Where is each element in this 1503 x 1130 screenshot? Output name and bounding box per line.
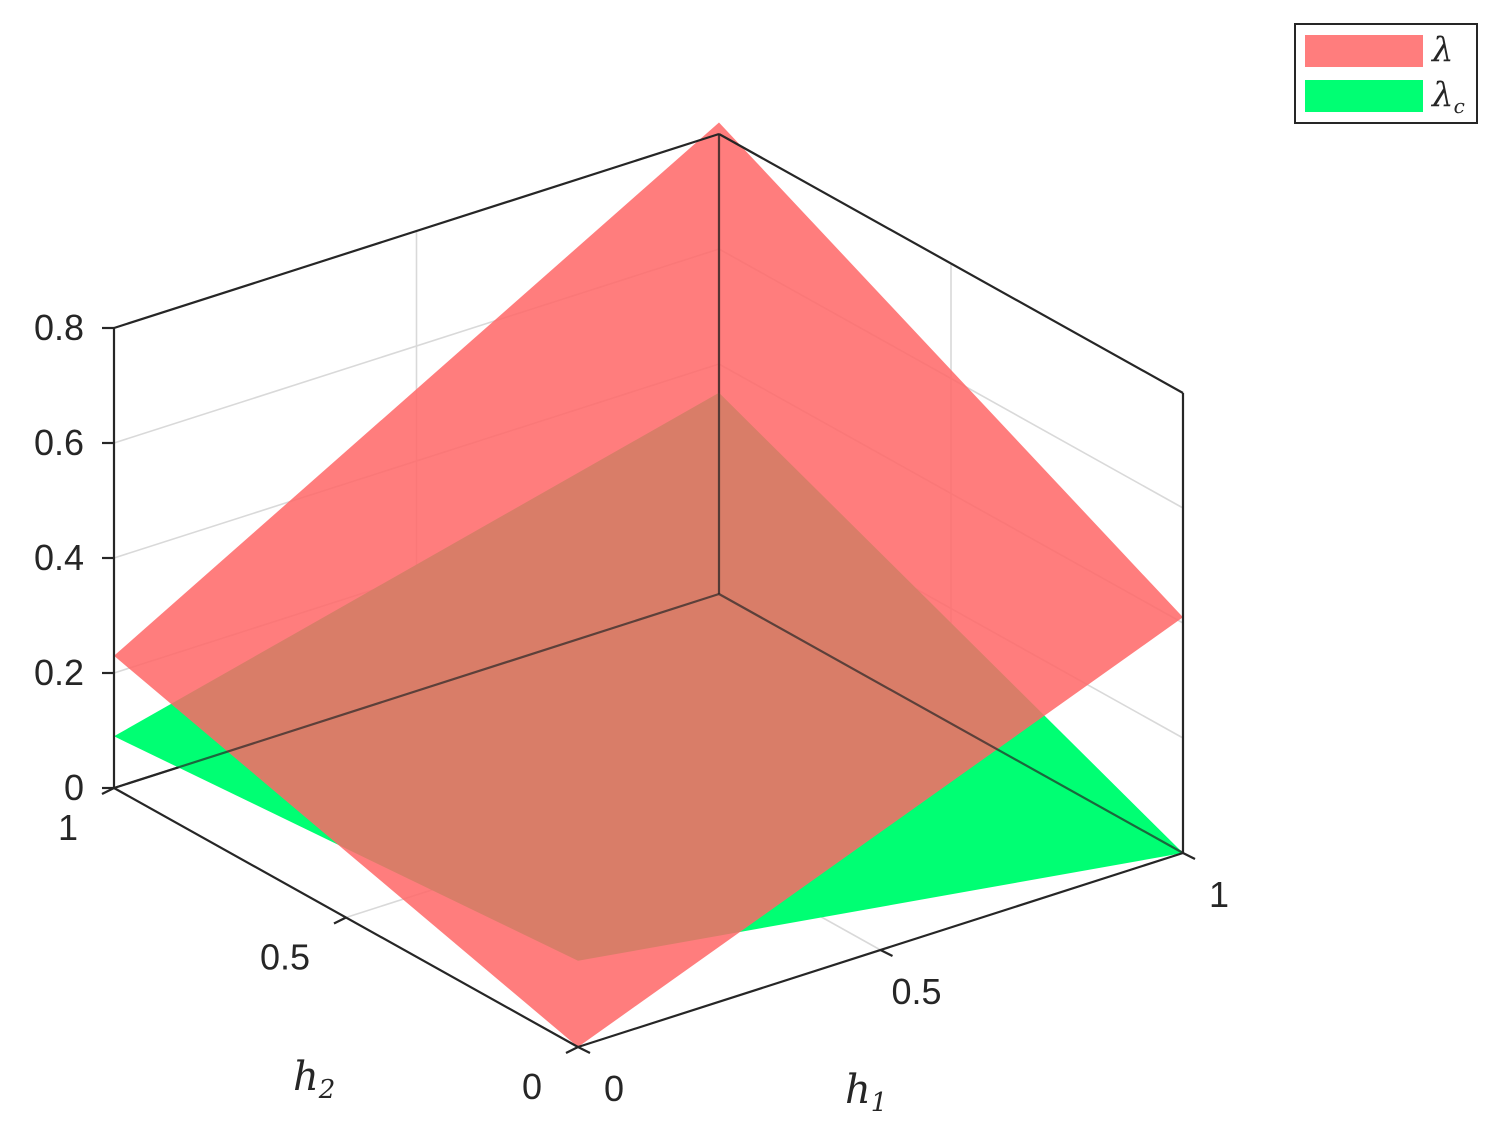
legend: λ λc <box>1294 23 1478 124</box>
y-tick-label: 1 <box>58 807 78 848</box>
x-tick <box>1182 852 1196 860</box>
box-back-floor-edge <box>718 593 1184 854</box>
surfaces <box>114 122 1183 1047</box>
y-tick <box>101 787 115 795</box>
legend-swatch-lambda-c <box>1305 80 1423 112</box>
tick-marks <box>101 326 1196 1054</box>
x-tick-label: 0 <box>604 1068 624 1109</box>
legend-swatch-lambda <box>1305 35 1423 67</box>
legend-label-lambda-c: λc <box>1430 75 1465 118</box>
z-tick-label: 0.6 <box>34 422 84 463</box>
y-tick-label: 0.5 <box>260 937 310 978</box>
y-tick-label: 0 <box>522 1066 542 1107</box>
box-back-floor-edge <box>113 592 720 790</box>
x-tick <box>880 949 893 957</box>
y-tick <box>565 1046 579 1054</box>
z-tick-label: 0.8 <box>34 307 84 348</box>
box-edge <box>113 132 720 330</box>
y-tick <box>333 916 347 925</box>
z-tick-label: 0 <box>64 767 84 808</box>
x-tick-label: 0.5 <box>891 971 941 1012</box>
x-axis-label: h1 <box>845 1067 887 1118</box>
z-tick-label: 0.2 <box>34 652 84 693</box>
box-edge <box>718 133 1184 394</box>
y-axis-label: h2 <box>293 1054 335 1105</box>
surface-lambda <box>114 122 1183 1047</box>
x-tick-label: 1 <box>1209 874 1229 915</box>
z-tick-label: 0.4 <box>34 537 84 578</box>
legend-label-lambda: λ <box>1430 30 1454 70</box>
x-tick <box>577 1046 591 1054</box>
